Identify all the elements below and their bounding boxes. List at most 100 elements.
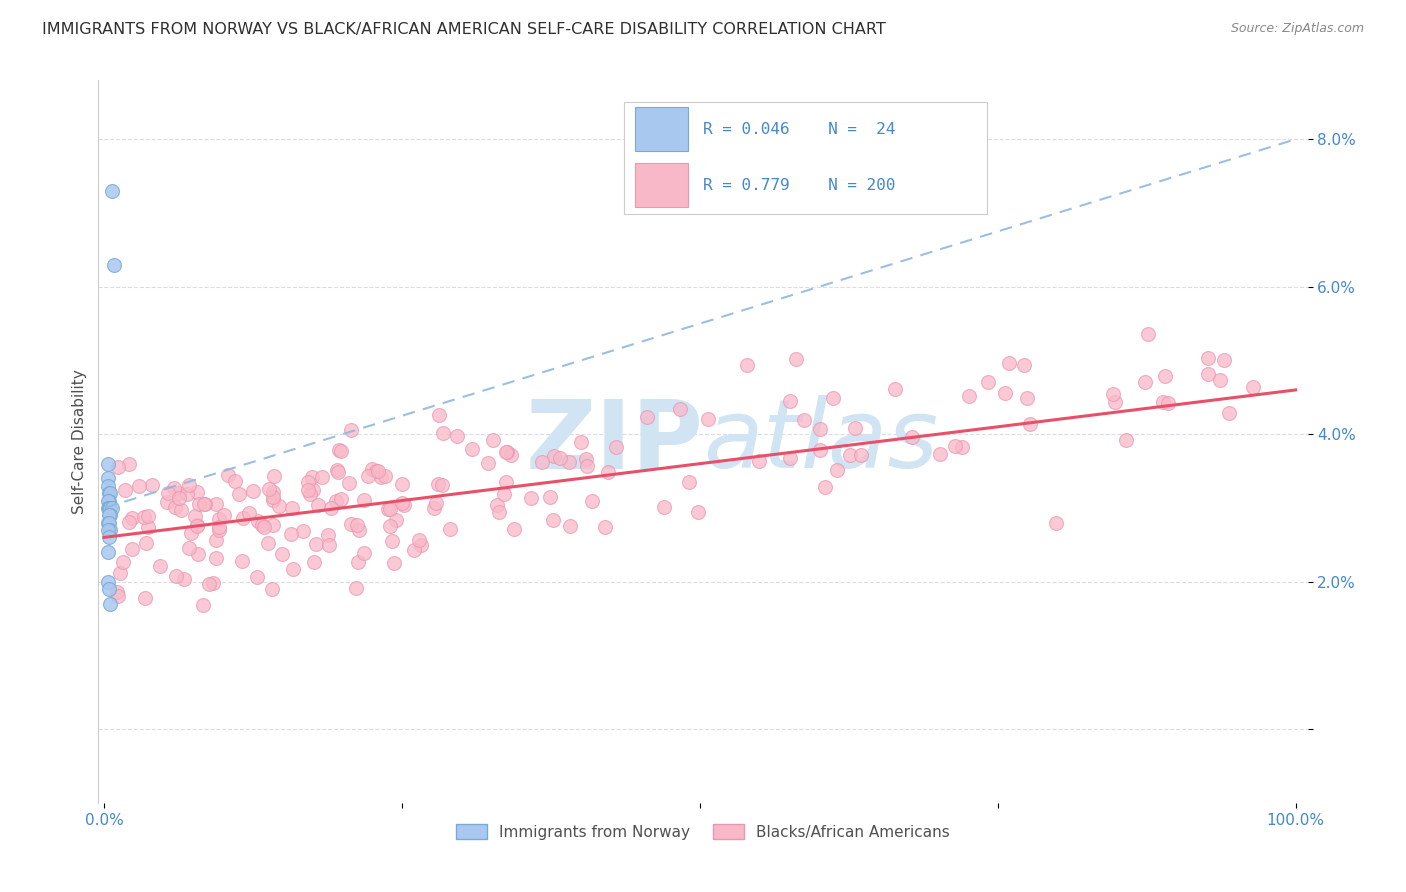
Point <box>1018 417 1040 431</box>
Point <box>439 522 461 536</box>
Point <box>427 408 450 422</box>
Point <box>105 585 128 599</box>
Point <box>165 500 187 514</box>
Point <box>793 413 815 427</box>
Point <box>636 410 658 425</box>
Point <box>669 402 692 417</box>
Point <box>301 470 323 484</box>
Point <box>100 184 122 198</box>
Text: R = 0.046    N =  24: R = 0.046 N = 24 <box>703 122 896 136</box>
Point <box>98 508 121 523</box>
Point <box>346 518 368 533</box>
Point <box>98 500 121 515</box>
Point <box>325 494 347 508</box>
Point <box>157 486 180 500</box>
Point <box>118 515 141 529</box>
Point <box>305 537 328 551</box>
Point <box>262 485 284 500</box>
Point <box>997 356 1019 370</box>
Point <box>482 433 505 447</box>
Point <box>121 510 143 524</box>
Point <box>98 493 121 508</box>
Point <box>569 434 592 449</box>
Point <box>340 516 363 531</box>
Point <box>167 491 190 506</box>
Point <box>328 465 350 479</box>
Point <box>207 512 229 526</box>
Point <box>257 482 280 496</box>
Point <box>97 471 120 485</box>
Point <box>186 519 208 533</box>
Point <box>316 528 339 542</box>
Point <box>167 486 190 500</box>
FancyBboxPatch shape <box>636 163 689 207</box>
Point <box>1157 396 1180 410</box>
Point <box>357 469 380 483</box>
Point <box>107 459 129 474</box>
Point <box>330 492 353 507</box>
Point <box>330 443 353 458</box>
Point <box>208 520 231 534</box>
Point <box>496 445 519 459</box>
Point <box>271 547 294 561</box>
Point <box>1209 373 1232 387</box>
Point <box>370 470 392 484</box>
Point <box>574 451 596 466</box>
Point <box>950 440 973 454</box>
Point <box>297 475 319 490</box>
Point <box>149 559 172 574</box>
Point <box>179 477 201 491</box>
Point <box>347 524 370 538</box>
Point <box>197 576 219 591</box>
Point <box>779 394 801 409</box>
Point <box>461 442 484 456</box>
Point <box>98 597 121 611</box>
Point <box>98 500 121 515</box>
Point <box>394 499 416 513</box>
Point <box>212 508 235 522</box>
Point <box>263 469 285 483</box>
Point <box>98 486 121 500</box>
Point <box>118 457 141 471</box>
Point <box>302 555 325 569</box>
Point <box>1218 406 1240 420</box>
Point <box>173 572 195 586</box>
FancyBboxPatch shape <box>624 102 987 214</box>
Point <box>97 500 120 515</box>
Point <box>423 501 446 516</box>
Point <box>253 520 276 534</box>
Point <box>165 568 187 582</box>
Point <box>688 505 710 519</box>
Point <box>183 508 205 523</box>
Point <box>380 519 402 533</box>
Text: Source: ZipAtlas.com: Source: ZipAtlas.com <box>1230 22 1364 36</box>
Point <box>191 599 214 613</box>
Text: R = 0.779    N = 200: R = 0.779 N = 200 <box>703 178 896 193</box>
Point <box>499 448 522 462</box>
Point <box>132 510 155 524</box>
Point <box>654 500 676 514</box>
Point <box>108 566 131 580</box>
Point <box>176 486 198 500</box>
Point <box>1115 433 1137 447</box>
Point <box>205 551 228 566</box>
Point <box>426 476 449 491</box>
Point <box>844 420 866 434</box>
Point <box>262 582 284 596</box>
Point <box>1137 326 1160 341</box>
Point <box>307 498 329 512</box>
Point <box>808 422 831 436</box>
Point <box>100 500 122 515</box>
Point <box>779 451 801 466</box>
Point <box>311 469 333 483</box>
Point <box>267 500 290 514</box>
Point <box>1197 368 1219 382</box>
Point <box>408 533 430 547</box>
Point <box>297 483 319 497</box>
Point <box>170 502 193 516</box>
Point <box>136 520 159 534</box>
Text: atlas: atlas <box>703 395 938 488</box>
Point <box>1152 395 1174 409</box>
Point <box>242 484 264 499</box>
Point <box>98 523 121 537</box>
